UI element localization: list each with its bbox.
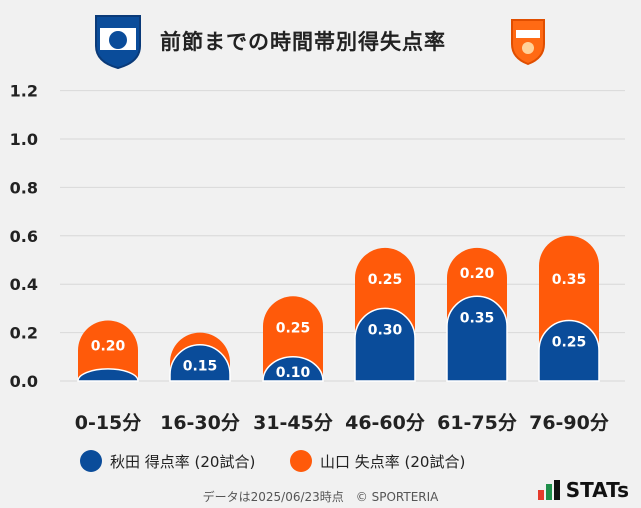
away-team-logo [508, 16, 548, 70]
stats-logo-icon [537, 480, 562, 500]
bar-home [169, 344, 231, 382]
x-tick-label: 61-75分 [437, 412, 517, 434]
x-tick-label: 76-90分 [529, 412, 609, 434]
legend-home-label: 秋田 得点率 (20試合) [110, 452, 256, 471]
chart-header: 前節までの時間帯別得失点率 [0, 0, 641, 70]
legend-away-label: 山口 失点率 (20試合) [320, 452, 466, 471]
chart-title: 前節までの時間帯別得失点率 [160, 30, 446, 54]
y-tick-label: 0.4 [10, 275, 38, 294]
x-tick-label: 0-15分 [75, 412, 142, 434]
bar-home [354, 307, 416, 382]
y-tick-label: 1.2 [10, 82, 38, 101]
data-label-home: 0.25 [552, 335, 587, 351]
bar-home [262, 356, 324, 382]
bar-chart: 0.0 0.2 0.4 0.6 0.8 1.0 1.2 0.20 0-15分 0.15 16-30分… [10, 82, 625, 434]
data-label-away: 0.35 [552, 272, 587, 288]
data-label-away: 0.20 [91, 339, 126, 355]
x-tick-label: 16-30分 [160, 412, 240, 434]
data-label-away: 0.20 [460, 266, 495, 282]
stats-brand: STATs [537, 478, 629, 502]
y-tick-label: 0.6 [10, 227, 38, 246]
data-label-home: 0.35 [460, 310, 495, 326]
legend-home: 秋田 得点率 (20試合) [80, 448, 255, 474]
data-label-away: 0.25 [276, 321, 311, 337]
home-team-logo [92, 12, 144, 74]
x-tick-label: 31-45分 [253, 412, 333, 434]
y-tick-label: 0.8 [10, 178, 38, 197]
data-label-away: 0.25 [368, 272, 403, 288]
y-tick-label: 0.2 [10, 324, 38, 343]
stats-brand-text: STATs [565, 478, 629, 502]
y-tick-label: 1.0 [10, 130, 38, 149]
legend-home-marker [80, 450, 102, 472]
bar-home [538, 319, 600, 382]
bar-home [77, 368, 139, 382]
data-label-home: 0.10 [276, 365, 311, 381]
bar-home [446, 295, 508, 382]
data-source-note: データは2025/06/23時点 © SPORTERIA [202, 490, 439, 504]
legend-away-marker [290, 450, 312, 472]
data-label-home: 0.30 [368, 322, 403, 338]
legend-away: 山口 失点率 (20試合) [290, 448, 465, 474]
data-label-home: 0.15 [183, 359, 218, 375]
x-tick-label: 46-60分 [345, 412, 425, 434]
bar-away [78, 320, 138, 381]
y-tick-label: 0.0 [10, 372, 38, 391]
